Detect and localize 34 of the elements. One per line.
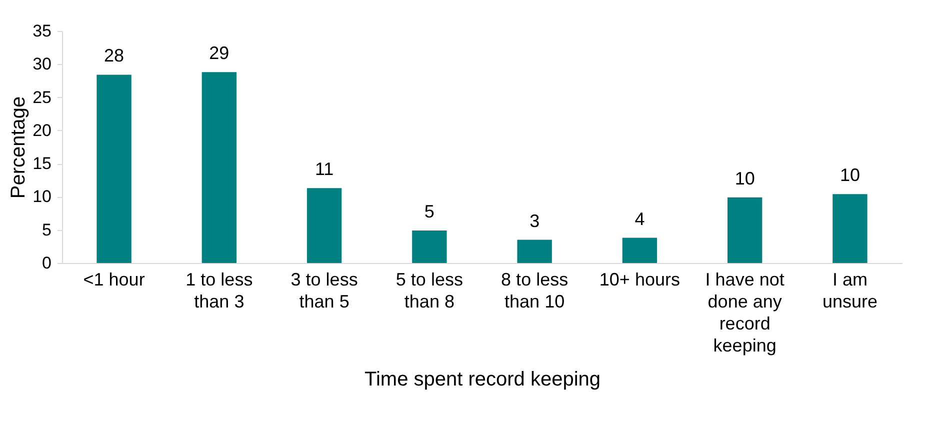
y-tick-label: 10 <box>32 187 52 206</box>
y-tick-label: 15 <box>32 154 52 174</box>
bar <box>96 74 132 263</box>
data-label: 10 <box>840 165 860 186</box>
x-axis-title: Time spent record keeping <box>364 368 601 390</box>
bar <box>727 197 762 263</box>
data-label: 11 <box>314 159 334 180</box>
data-label: 28 <box>104 46 124 66</box>
y-tick-label: 0 <box>42 254 52 272</box>
bar <box>832 194 868 263</box>
x-tick-label: I am unsure <box>822 270 878 312</box>
x-tick-label: 5 to less than 8 <box>396 270 463 312</box>
y-tick-label: 30 <box>32 54 52 74</box>
y-tick-label: 20 <box>32 120 52 140</box>
y-tick-label: 25 <box>32 88 52 107</box>
data-label: 29 <box>209 43 230 64</box>
data-label: 5 <box>424 202 434 222</box>
x-tick-label: 1 to less than 3 <box>186 270 253 312</box>
y-axis-title: Percentage <box>8 96 30 199</box>
x-tick-label: 10+ hours <box>599 270 680 290</box>
x-tick-label: 8 to less than 10 <box>501 270 568 312</box>
bar <box>517 240 552 263</box>
bar <box>622 238 658 263</box>
bar <box>306 188 342 263</box>
bar <box>202 72 237 263</box>
y-tick-label: 5 <box>42 220 52 240</box>
data-label: 10 <box>734 168 755 188</box>
bar <box>412 230 447 263</box>
x-tick-label: 3 to less than 5 <box>290 270 358 312</box>
x-tick-label: I have not done any record keeping <box>705 270 784 356</box>
data-label: 3 <box>530 210 540 231</box>
y-tick-label: 35 <box>32 22 52 40</box>
x-tick-label: <1 hour <box>83 270 145 290</box>
data-label: 4 <box>634 208 645 229</box>
